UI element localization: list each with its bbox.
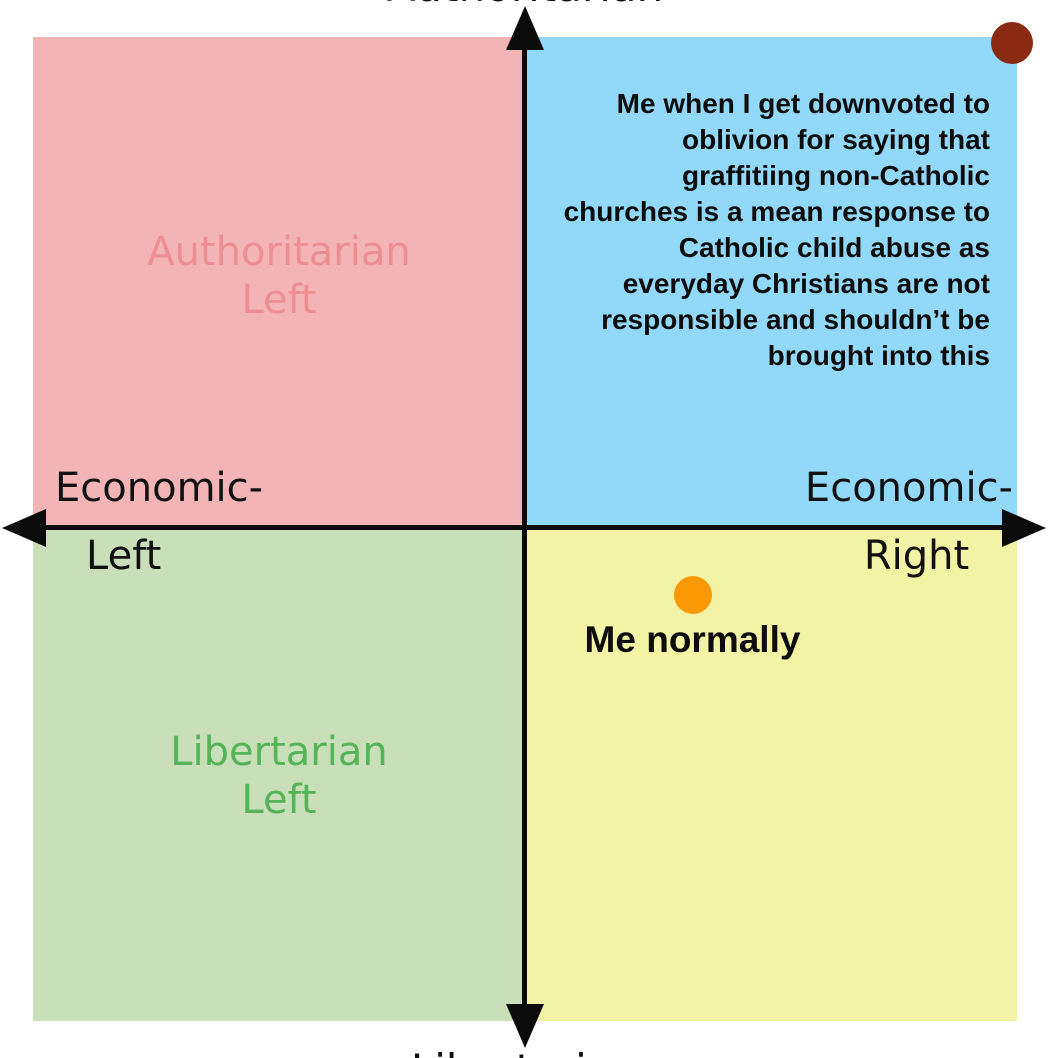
axis-label-economic-right-line2: Right	[863, 533, 970, 579]
caption-line: Catholic child abuse as	[678, 232, 990, 263]
caption-line: Me when I get downvoted to	[616, 88, 990, 119]
caption-line: everyday Christians are not	[622, 268, 990, 299]
horizontal-axis-line	[40, 525, 1008, 530]
caption-authoritarian-right: Me when I get downvoted to oblivion for …	[520, 86, 990, 374]
quadrant-libertarian-right	[525, 528, 1017, 1021]
quadrant-label-libertarian-left: Libertarian Left	[33, 728, 525, 824]
arrow-up-icon	[506, 6, 544, 50]
axis-label-authoritarian: Authoritarian	[0, 0, 1050, 11]
quadrant-authoritarian-left	[33, 37, 525, 528]
caption-line: oblivion for saying that	[681, 124, 990, 155]
axis-label-economic-right-line1: Economic-	[804, 465, 1013, 511]
data-point-authoritarian-right-dot	[991, 22, 1033, 64]
data-point-me-normally-dot	[674, 576, 712, 614]
axis-label-economic-left-line2: Left	[86, 533, 162, 579]
quadrant-label-line: Authoritarian	[147, 229, 411, 275]
quadrant-label-line: Left	[241, 277, 317, 323]
caption-line: graffitiing non-Catholic	[682, 160, 990, 191]
axis-label-economic-left-line1: Economic-	[55, 465, 264, 511]
quadrant-label-authoritarian-left: Authoritarian Left	[33, 228, 525, 324]
quadrant-label-line: Left	[241, 777, 317, 823]
caption-line: brought into this	[767, 340, 990, 371]
axis-label-libertarian: Libertarian	[0, 1046, 1050, 1058]
caption-line: churches is a mean response to	[563, 196, 990, 227]
quadrant-libertarian-left	[33, 528, 525, 1021]
arrow-down-icon	[506, 1004, 544, 1048]
quadrant-authoritarian-right	[525, 37, 1017, 528]
caption-line: responsible and shouldn’t be	[601, 304, 990, 335]
arrow-left-icon	[2, 509, 46, 547]
arrow-right-icon	[1002, 509, 1046, 547]
caption-me-normally: Me normally	[584, 619, 801, 660]
quadrant-label-line: Libertarian	[170, 729, 388, 775]
